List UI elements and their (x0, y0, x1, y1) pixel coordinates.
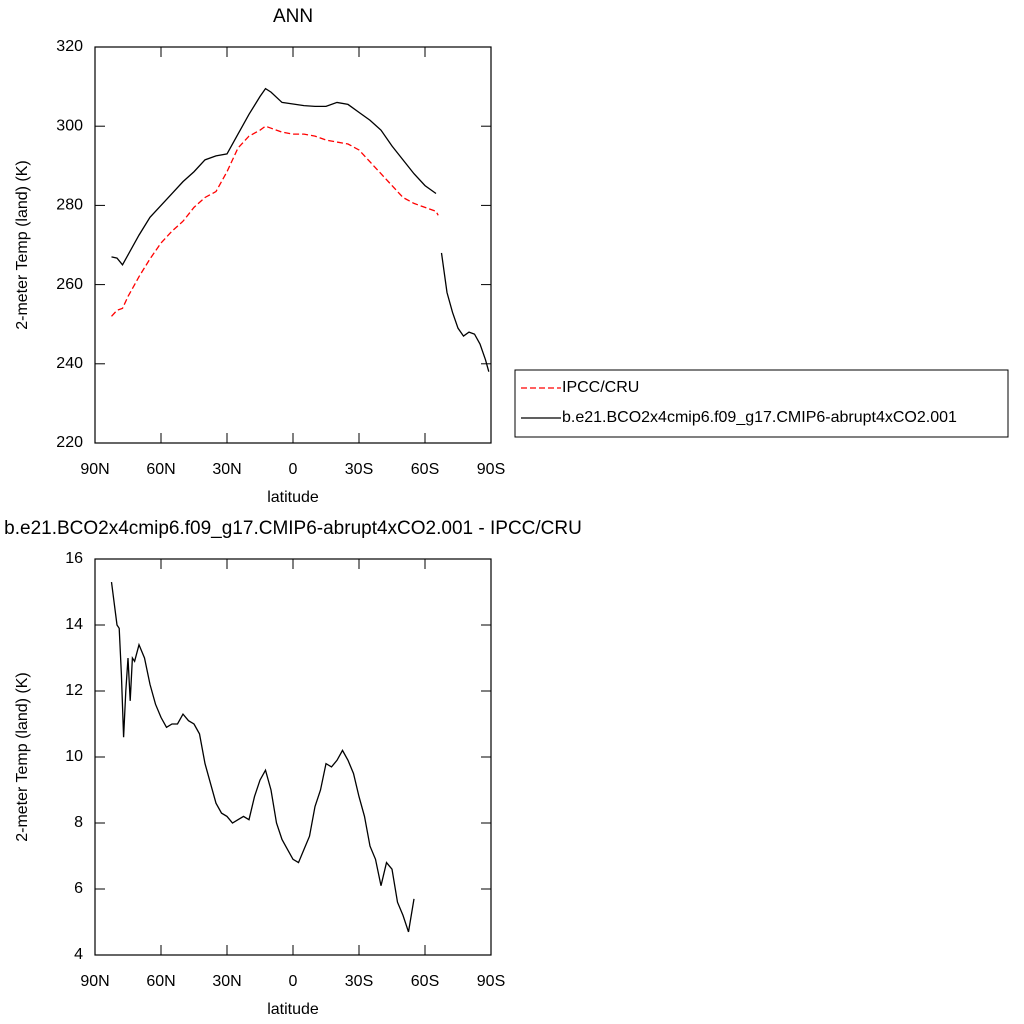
x-tick-label: 90S (477, 973, 505, 990)
legend-label: b.e21.BCO2x4cmip6.f09_g17.CMIP6-abrupt4x… (562, 409, 957, 426)
y-tick-label: 320 (56, 38, 83, 55)
chart-title: b.e21.BCO2x4cmip6.f09_g17.CMIP6-abrupt4x… (4, 518, 582, 539)
chart-title: ANN (273, 6, 313, 27)
x-tick-label: 30S (345, 973, 373, 990)
legend-box (514, 369, 1009, 438)
x-axis-label: latitude (267, 489, 319, 506)
y-tick-label: 260 (56, 276, 83, 293)
y-tick-label: 240 (56, 355, 83, 372)
y-tick-label: 14 (65, 616, 83, 633)
y-axis-label: 2-meter Temp (land) (K) (14, 672, 31, 842)
x-tick-label: 30S (345, 461, 373, 478)
y-tick-label: 4 (74, 946, 83, 963)
y-tick-label: 16 (65, 550, 83, 567)
legend-label: IPCC/CRU (562, 379, 639, 396)
y-tick-label: 280 (56, 197, 83, 214)
x-tick-label: 90N (80, 973, 109, 990)
plot-frame (94, 46, 492, 444)
x-tick-label: 30N (212, 973, 241, 990)
x-tick-label: 60S (411, 461, 439, 478)
data-line (110, 582, 415, 933)
x-tick-label: 90N (80, 461, 109, 478)
y-tick-label: 8 (74, 814, 83, 831)
data-line (111, 87, 490, 372)
data-line (111, 125, 439, 317)
x-tick-label: 30N (212, 461, 241, 478)
plot-frame (94, 558, 492, 956)
x-tick-label: 0 (289, 461, 298, 478)
x-tick-label: 0 (289, 973, 298, 990)
y-tick-label: 12 (65, 682, 83, 699)
x-tick-label: 60S (411, 973, 439, 990)
x-tick-label: 60N (146, 461, 175, 478)
x-axis-label: latitude (267, 1001, 319, 1018)
x-tick-label: 90S (477, 461, 505, 478)
y-axis-label: 2-meter Temp (land) (K) (14, 160, 31, 330)
y-tick-label: 300 (56, 117, 83, 134)
y-tick-label: 220 (56, 434, 83, 451)
y-tick-label: 10 (65, 748, 83, 765)
y-tick-label: 6 (74, 880, 83, 897)
x-tick-label: 60N (146, 973, 175, 990)
